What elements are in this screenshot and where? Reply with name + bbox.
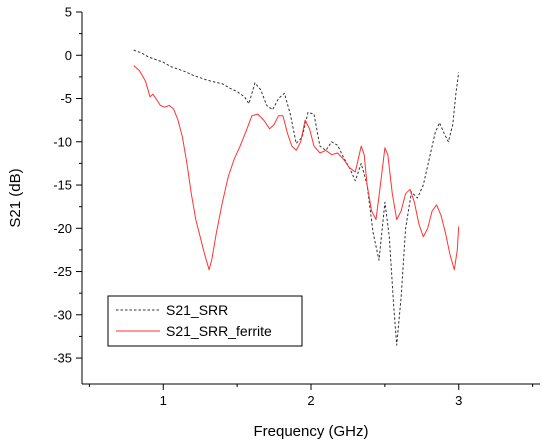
y-tick-label: -10: [53, 134, 72, 149]
y-tick-label: 0: [65, 48, 72, 63]
y-tick-label: -5: [60, 91, 72, 106]
x-tick-label: 1: [160, 393, 167, 408]
y-tick-label: -35: [53, 351, 72, 366]
x-tick-label: 2: [307, 393, 314, 408]
y-axis-ticks: 5 0 -5 -10 -15 -20 -25 -30 -35: [53, 5, 82, 366]
legend-label-2: S21_SRR_ferrite: [166, 323, 272, 339]
series-line-1: [133, 49, 460, 346]
y-tick-label: -25: [53, 264, 72, 279]
y-tick-label: -15: [53, 178, 72, 193]
legend: S21_SRR S21_SRR_ferrite: [107, 295, 303, 347]
x-axis-label: Frequency (GHz): [253, 423, 368, 440]
y-tick-label: 5: [65, 5, 72, 20]
x-axis-ticks: 1 2 3: [88, 384, 534, 408]
legend-box: [107, 295, 303, 347]
x-tick-label: 3: [455, 393, 462, 408]
y-tick-label: -30: [53, 307, 72, 322]
y-axis-label: S21 (dB): [7, 168, 24, 227]
plot-series: [133, 49, 460, 346]
y-tick-label: -20: [53, 221, 72, 236]
series-line-2: [133, 65, 460, 271]
legend-label-1: S21_SRR: [166, 302, 228, 318]
